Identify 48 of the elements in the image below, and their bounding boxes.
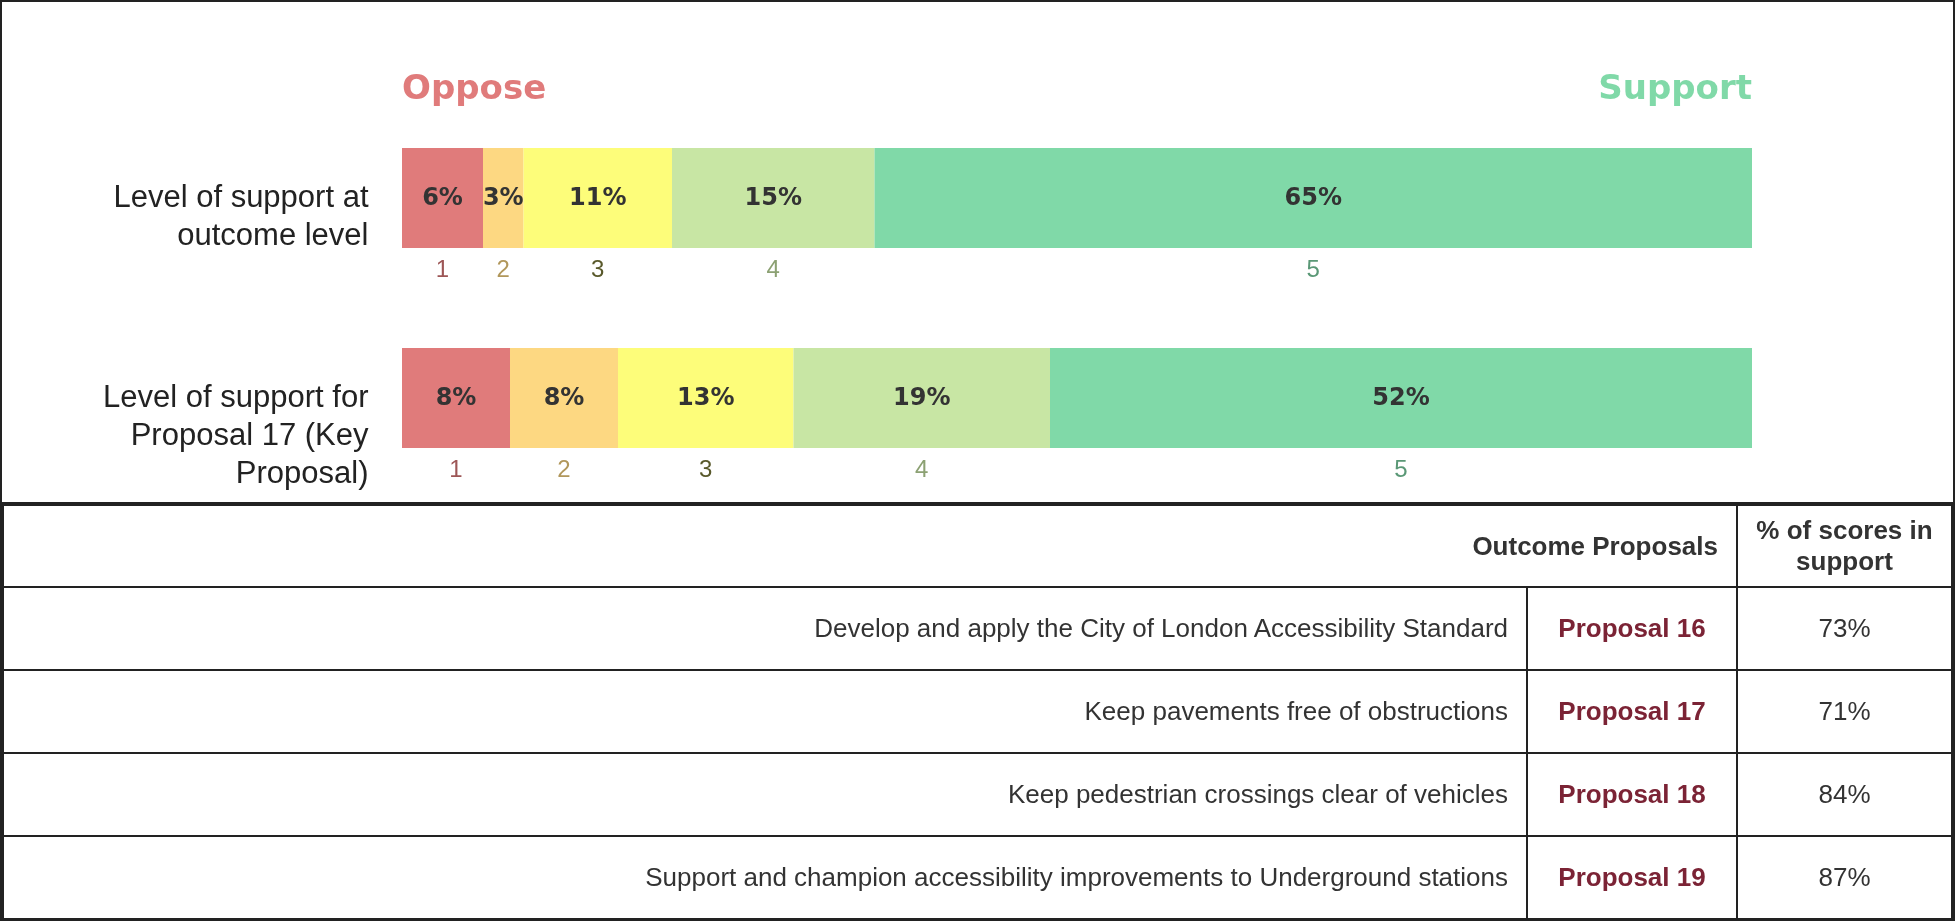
- bar: [483, 148, 524, 248]
- bar: [402, 348, 510, 448]
- bar: [618, 348, 794, 448]
- bar: [523, 148, 672, 248]
- text: 87%: [1818, 862, 1871, 892]
- text: 2: [557, 455, 571, 482]
- series-label: 3: [591, 255, 605, 282]
- category-label: Proposal 18: [1527, 753, 1737, 836]
- text: Keep pavements free of obstructions: [3, 670, 1527, 753]
- bar: [1050, 348, 1752, 448]
- text: Support and champion accessibility improvements to Underground stations: [3, 836, 1527, 919]
- text: 5: [1394, 455, 1408, 482]
- text: % of scores in support: [1737, 504, 1952, 587]
- data-label: 6%: [422, 183, 463, 211]
- series-label: 4: [766, 255, 780, 282]
- text: 84%: [1818, 779, 1871, 809]
- series-label: 1: [435, 255, 450, 282]
- y-tick-label: Level of support for Proposal 17 (Key Proposal): [103, 379, 369, 490]
- text: 73%: [1818, 613, 1871, 643]
- text: Keep pedestrian crossings clear of vehicles: [3, 753, 1527, 836]
- text: 71%: [1818, 696, 1871, 726]
- annotation: Outcome Proposals: [3, 504, 1737, 587]
- bar: [402, 148, 483, 248]
- data-label: 52%: [1372, 383, 1430, 411]
- y-tick-label: Level of support at outcome level: [113, 179, 369, 252]
- series-label: 5: [1306, 255, 1320, 282]
- text: 3: [699, 455, 713, 482]
- series-label: 2: [496, 255, 510, 282]
- annotation: Support: [1598, 67, 1752, 107]
- annotation: Oppose: [402, 67, 547, 107]
- category-label: Proposal 17: [1527, 670, 1737, 753]
- data-label: 8%: [435, 383, 477, 411]
- bar: [793, 348, 1050, 448]
- data-label: 3%: [482, 183, 524, 211]
- data-label: 19%: [893, 383, 951, 411]
- bar: [672, 148, 875, 248]
- category-label: Proposal 16: [1527, 587, 1737, 670]
- text: 1: [449, 455, 463, 482]
- bar: [510, 348, 618, 448]
- bar: [874, 148, 1752, 248]
- text: Develop and apply the City of London Accessibility Standard: [3, 587, 1527, 670]
- text: 4: [915, 455, 929, 482]
- data-label: 11%: [569, 183, 627, 211]
- data-label: 65%: [1284, 183, 1342, 211]
- data-label: 15%: [744, 183, 802, 211]
- data-label: 13%: [677, 383, 735, 411]
- data-label: 8%: [543, 383, 585, 411]
- category-label: Proposal 19: [1527, 836, 1737, 919]
